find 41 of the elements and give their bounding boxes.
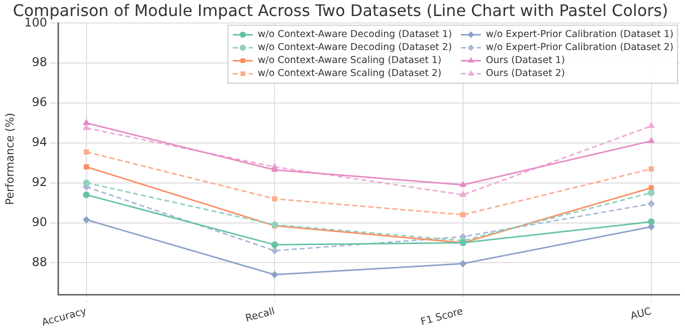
point — [648, 122, 654, 128]
point — [272, 166, 278, 172]
point — [83, 124, 90, 130]
point — [648, 138, 654, 143]
x-tick-label: F1 Score — [420, 306, 464, 328]
point — [83, 191, 90, 198]
legend-label: Ours (Dataset 1) — [486, 55, 565, 66]
legend-label: w/o Context-Aware Scaling (Dataset 1) — [258, 55, 442, 66]
point — [84, 149, 89, 154]
point — [460, 260, 466, 268]
point — [648, 185, 654, 190]
point — [83, 179, 90, 186]
legend-label: Ours (Dataset 2) — [486, 68, 565, 80]
legend-label: w/o Expert-Prior Calibration (Dataset 1) — [486, 29, 674, 40]
y-tick-label: 90 — [32, 214, 48, 229]
point — [271, 271, 278, 278]
point — [648, 189, 655, 196]
y-tick-label: 92 — [32, 174, 48, 189]
point — [83, 216, 90, 224]
y-tick-label: 88 — [32, 254, 48, 269]
legend-label: w/o Expert-Prior Calibration (Dataset 2) — [486, 42, 674, 54]
legend-label: w/o Context-Aware Decoding (Dataset 1) — [258, 29, 452, 40]
point — [460, 191, 466, 197]
point — [84, 164, 89, 170]
y-tick-label: 96 — [32, 95, 48, 110]
point — [271, 247, 278, 254]
point — [271, 241, 278, 248]
point — [648, 166, 654, 172]
x-tick-label: AUC — [629, 306, 653, 322]
y-tick-label: 98 — [32, 55, 48, 70]
y-tick-label: 94 — [32, 135, 48, 150]
point — [272, 196, 278, 202]
legend-label: w/o Context-Aware Scaling (Dataset 2) — [258, 68, 442, 80]
point — [83, 120, 90, 126]
point — [648, 200, 655, 208]
point — [648, 218, 655, 226]
y-axis-title: Performance (%) — [3, 112, 16, 206]
point — [460, 212, 466, 218]
x-tick-label: Recall — [244, 306, 276, 325]
legend-label: w/o Context-Aware Decoding (Dataset 2) — [258, 42, 452, 54]
point — [460, 181, 466, 187]
